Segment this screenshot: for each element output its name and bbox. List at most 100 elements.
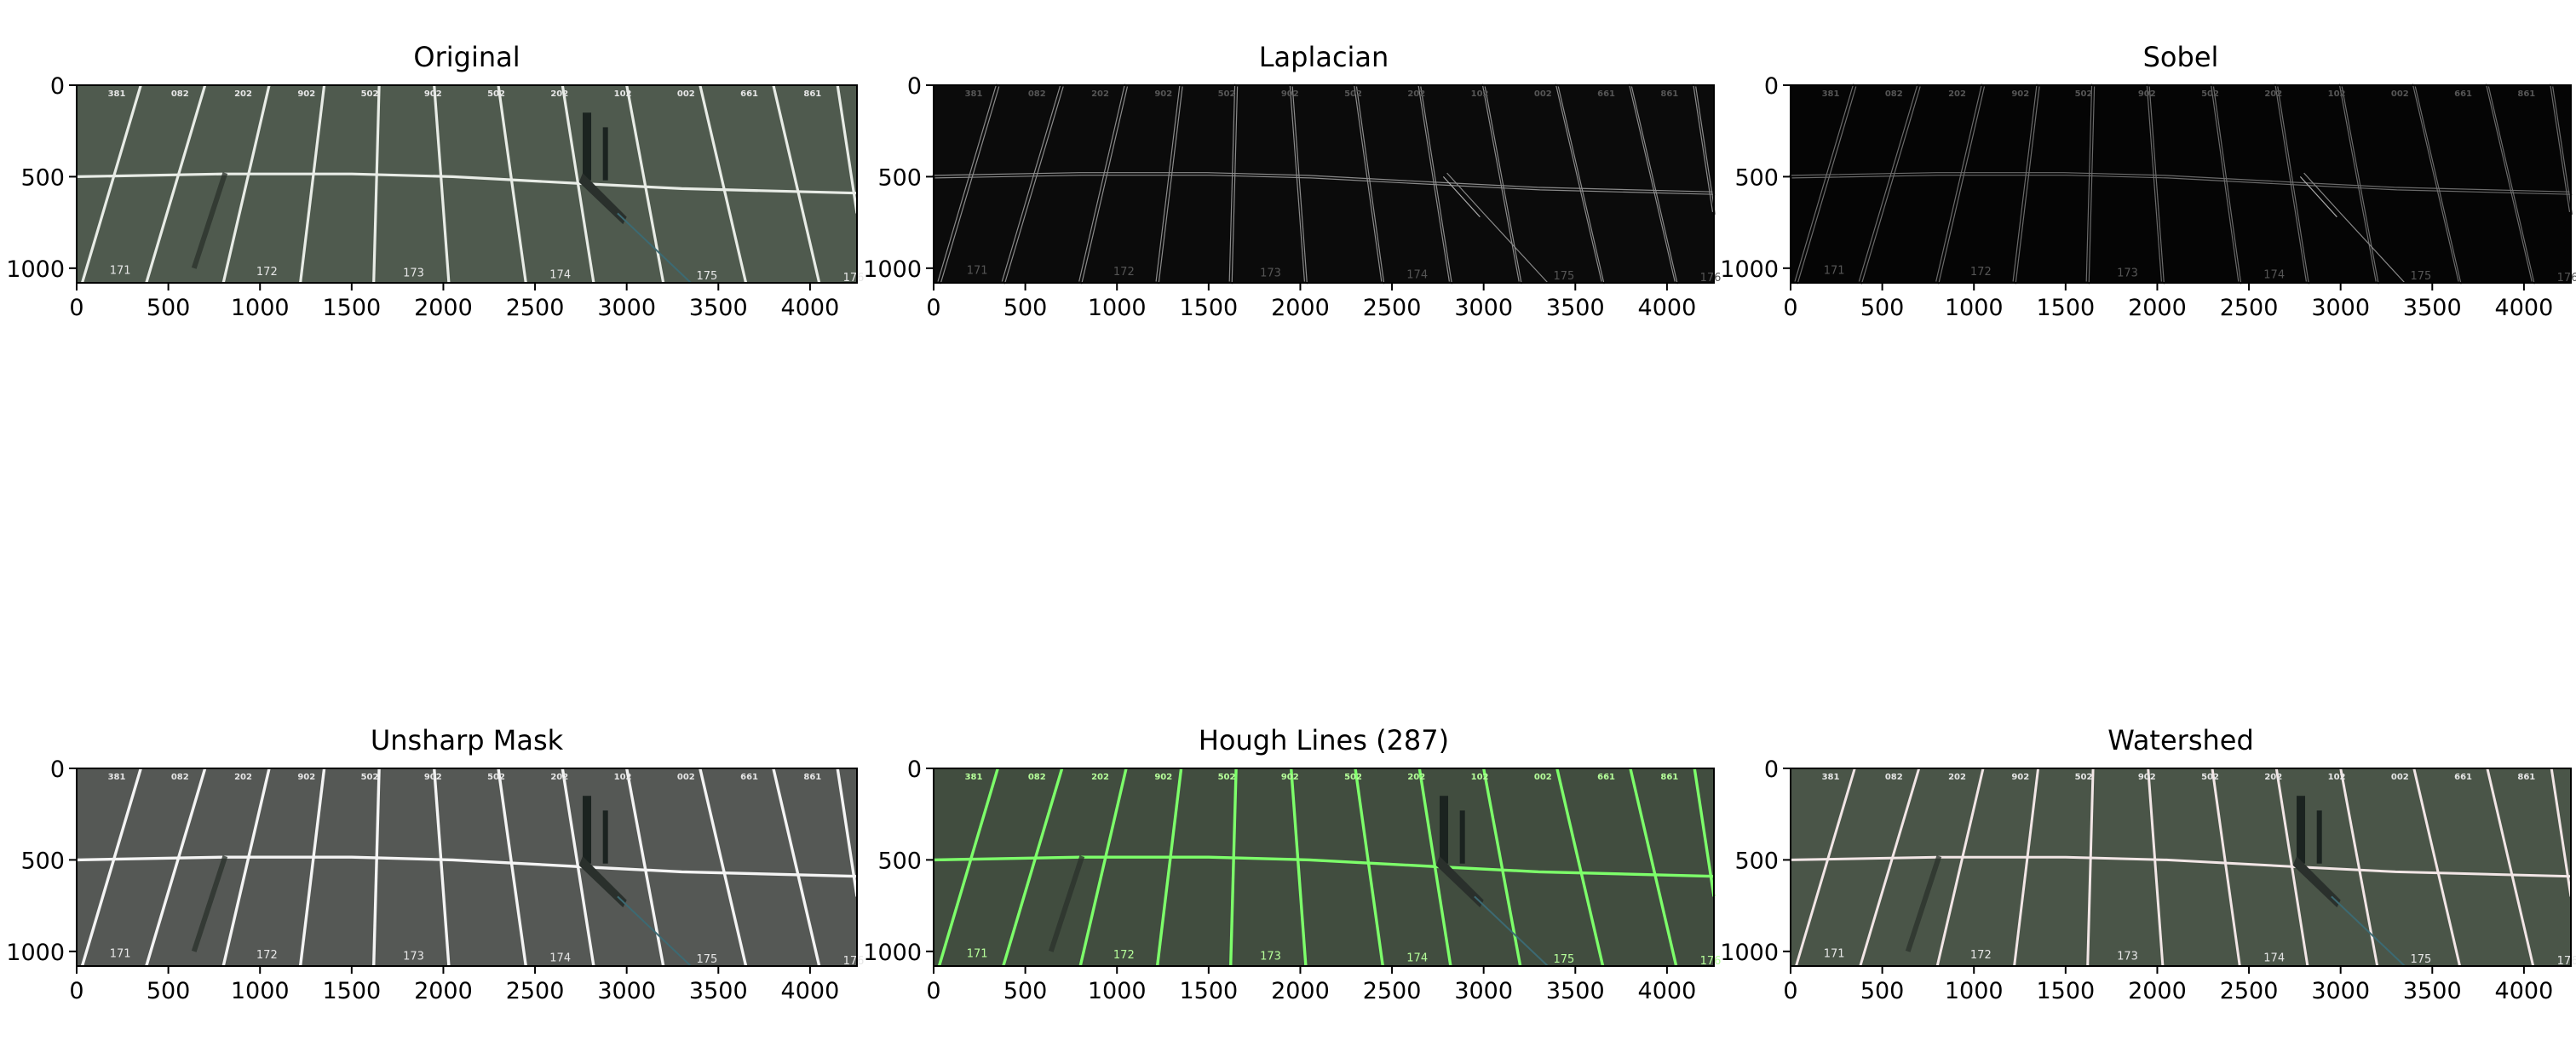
svg-text:176: 176 xyxy=(1700,272,1722,285)
x-tick-label: 2500 xyxy=(2220,978,2279,1004)
svg-text:502: 502 xyxy=(1218,89,1236,99)
svg-text:173: 173 xyxy=(403,267,424,280)
panel-sobel: Sobel 381 082 202 902 502 902 502 202 102 002 661 86… xyxy=(1720,41,2576,321)
x-tick-label: 1000 xyxy=(1945,978,2004,1004)
x-tick-label: 2000 xyxy=(2128,295,2187,321)
x-tick-label: 0 xyxy=(926,978,940,1004)
svg-text:172: 172 xyxy=(256,949,278,962)
panel-title: Sobel xyxy=(2142,41,2219,73)
svg-text:082: 082 xyxy=(1885,773,1903,782)
x-tick-label: 500 xyxy=(1003,978,1048,1004)
svg-text:861: 861 xyxy=(803,773,821,782)
x-tick-label: 3000 xyxy=(2311,295,2370,321)
svg-text:202: 202 xyxy=(1948,773,1966,782)
image-background xyxy=(77,768,857,966)
x-tick-label: 3000 xyxy=(597,978,656,1004)
x-tick-label: 1500 xyxy=(2036,295,2095,321)
svg-text:172: 172 xyxy=(1970,949,1992,962)
x-tick-label: 3500 xyxy=(2403,978,2462,1004)
x-tick-label: 2000 xyxy=(1271,295,1330,321)
panel-title: Laplacian xyxy=(1258,41,1389,73)
svg-text:173: 173 xyxy=(403,951,424,963)
y-tick-label: 0 xyxy=(907,756,922,783)
y-tick-label: 1000 xyxy=(863,256,922,283)
axes-frame xyxy=(76,768,858,967)
svg-text:902: 902 xyxy=(2138,89,2156,99)
svg-text:202: 202 xyxy=(1407,773,1425,782)
svg-text:082: 082 xyxy=(1028,773,1046,782)
svg-text:381: 381 xyxy=(1822,89,1840,99)
x-tick-label: 2000 xyxy=(1271,978,1330,1004)
svg-text:174: 174 xyxy=(2263,952,2285,964)
svg-text:202: 202 xyxy=(1948,89,1966,99)
x-tick-label: 1000 xyxy=(231,978,290,1004)
svg-text:202: 202 xyxy=(1091,773,1109,782)
svg-text:502: 502 xyxy=(487,89,505,99)
svg-text:202: 202 xyxy=(1407,89,1425,99)
svg-text:175: 175 xyxy=(1553,953,1574,966)
svg-text:002: 002 xyxy=(1534,773,1552,782)
panel-original: Original 381 082 202 902 502 902 502 202 102 002 66… xyxy=(6,41,864,321)
image-axes: 381 082 202 902 502 902 502 202 102 002 661 861 171 1… xyxy=(863,73,1721,321)
x-tick-label: 3000 xyxy=(1454,978,1513,1004)
svg-text:861: 861 xyxy=(2517,89,2535,99)
svg-text:175: 175 xyxy=(696,953,717,966)
svg-text:502: 502 xyxy=(2201,89,2219,99)
svg-text:174: 174 xyxy=(549,952,571,964)
x-tick-label: 1000 xyxy=(1088,978,1147,1004)
image-background xyxy=(934,85,1714,283)
x-tick-label: 1000 xyxy=(1945,295,2004,321)
x-tick-label: 1000 xyxy=(231,295,290,321)
svg-text:171: 171 xyxy=(967,947,988,960)
x-tick-label: 500 xyxy=(1860,978,1905,1004)
svg-text:175: 175 xyxy=(2410,270,2431,283)
x-tick-label: 500 xyxy=(147,295,191,321)
svg-text:202: 202 xyxy=(2264,773,2282,782)
svg-text:502: 502 xyxy=(487,773,505,782)
svg-text:002: 002 xyxy=(1534,89,1552,99)
svg-text:002: 002 xyxy=(2391,773,2409,782)
y-tick-label: 500 xyxy=(877,164,922,191)
svg-text:381: 381 xyxy=(965,773,983,782)
svg-text:082: 082 xyxy=(171,773,189,782)
svg-text:202: 202 xyxy=(550,89,568,99)
axes-frame xyxy=(933,84,1715,284)
svg-text:002: 002 xyxy=(677,773,695,782)
panel-title: Unsharp Mask xyxy=(370,724,564,756)
svg-text:171: 171 xyxy=(967,264,988,277)
field-markings: 381 082 202 902 502 902 502 202 102 002 661 861 171 1… xyxy=(933,768,1721,968)
svg-text:902: 902 xyxy=(1154,773,1172,782)
svg-text:172: 172 xyxy=(1113,949,1135,962)
svg-text:502: 502 xyxy=(1344,773,1362,782)
x-tick-label: 1500 xyxy=(1179,978,1238,1004)
svg-text:171: 171 xyxy=(110,264,131,277)
x-tick-label: 4000 xyxy=(1638,978,1697,1004)
image-axes: 381 082 202 902 502 902 502 202 102 002 661 861 171 1… xyxy=(1720,73,2576,321)
svg-text:902: 902 xyxy=(2011,89,2029,99)
svg-text:173: 173 xyxy=(2117,951,2138,963)
svg-text:902: 902 xyxy=(2138,773,2156,782)
x-tick-label: 1500 xyxy=(2036,978,2095,1004)
image-axes: 381 082 202 902 502 902 502 202 102 002 661 861 171 1… xyxy=(1720,756,2576,1004)
svg-text:902: 902 xyxy=(424,89,442,99)
svg-text:861: 861 xyxy=(1660,773,1678,782)
svg-text:002: 002 xyxy=(677,89,695,99)
x-tick-label: 3000 xyxy=(597,295,656,321)
svg-text:661: 661 xyxy=(2454,89,2472,99)
panel-laplacian: Laplacian 381 082 202 902 502 902 502 202 102 002 6… xyxy=(863,41,1721,321)
svg-text:175: 175 xyxy=(696,270,717,283)
svg-text:174: 174 xyxy=(1406,268,1428,281)
svg-text:502: 502 xyxy=(2075,89,2093,99)
panel-unsharp: Unsharp Mask 381 082 202 902 502 902 502 202 102 0… xyxy=(6,724,864,1004)
svg-text:172: 172 xyxy=(1970,266,1992,279)
svg-text:171: 171 xyxy=(1824,264,1845,277)
y-tick-label: 1000 xyxy=(6,256,65,283)
x-tick-label: 4000 xyxy=(2495,295,2554,321)
x-tick-label: 2500 xyxy=(506,978,565,1004)
svg-text:502: 502 xyxy=(1344,89,1362,99)
field-markings: 381 082 202 902 502 902 502 202 102 002 661 861 171 1… xyxy=(76,768,864,968)
x-tick-label: 4000 xyxy=(1638,295,1697,321)
svg-text:102: 102 xyxy=(1471,773,1489,782)
y-tick-label: 500 xyxy=(877,848,922,874)
svg-text:173: 173 xyxy=(1260,267,1281,280)
